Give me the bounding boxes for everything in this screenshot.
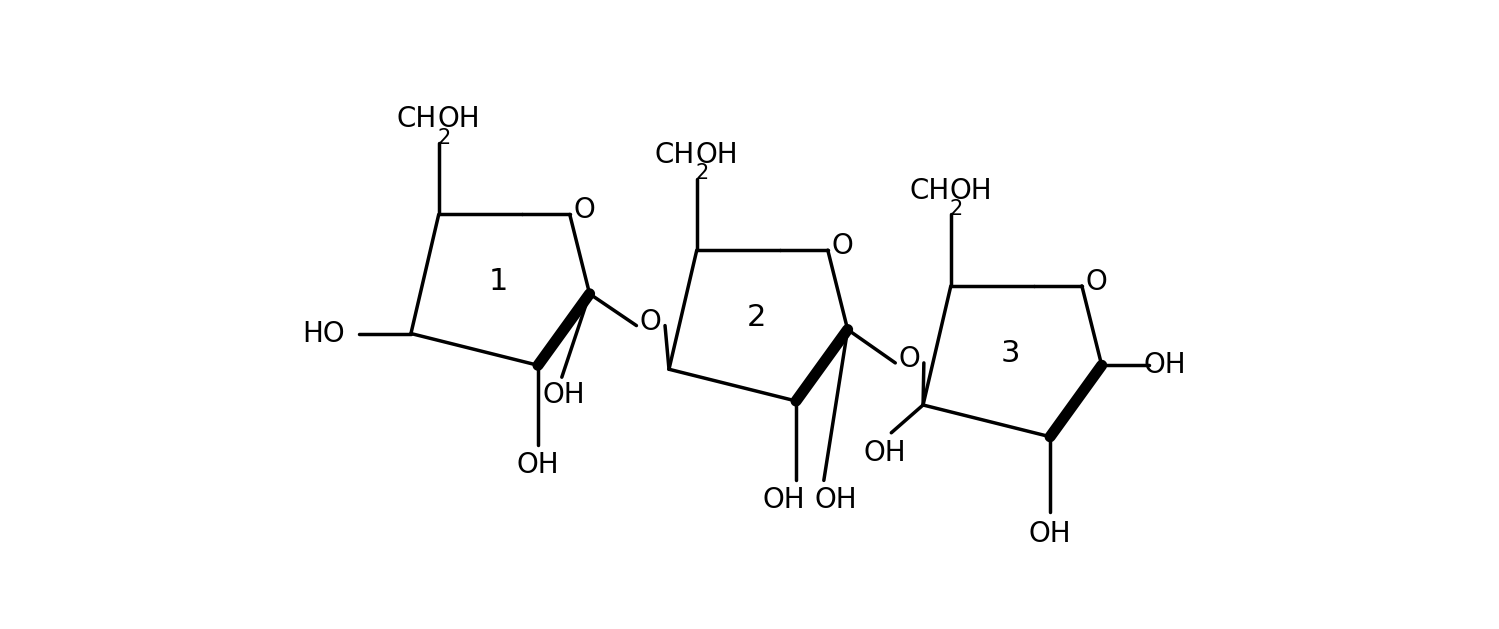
Text: O: O — [573, 196, 595, 225]
Text: OH: OH — [438, 106, 480, 133]
Text: OH: OH — [517, 450, 559, 479]
Text: OH: OH — [763, 486, 805, 515]
Text: O: O — [640, 308, 661, 336]
Text: 2: 2 — [949, 199, 962, 219]
Text: 2: 2 — [747, 303, 766, 332]
Text: OH: OH — [1144, 351, 1187, 379]
Text: 1: 1 — [489, 267, 508, 296]
Text: OH: OH — [814, 486, 857, 515]
Text: O: O — [899, 345, 920, 373]
Text: CH: CH — [397, 106, 438, 133]
Text: HO: HO — [303, 320, 345, 348]
Text: 2: 2 — [696, 164, 709, 184]
Text: OH: OH — [543, 381, 585, 409]
Text: O: O — [1085, 268, 1108, 296]
Text: 3: 3 — [1001, 339, 1021, 368]
Text: OH: OH — [696, 141, 738, 169]
Text: OH: OH — [949, 177, 992, 205]
Text: OH: OH — [1028, 520, 1072, 548]
Text: O: O — [832, 232, 853, 260]
Text: CH: CH — [655, 141, 696, 169]
Text: 2: 2 — [438, 128, 450, 148]
Text: CH: CH — [908, 177, 949, 205]
Text: OH: OH — [863, 438, 907, 467]
